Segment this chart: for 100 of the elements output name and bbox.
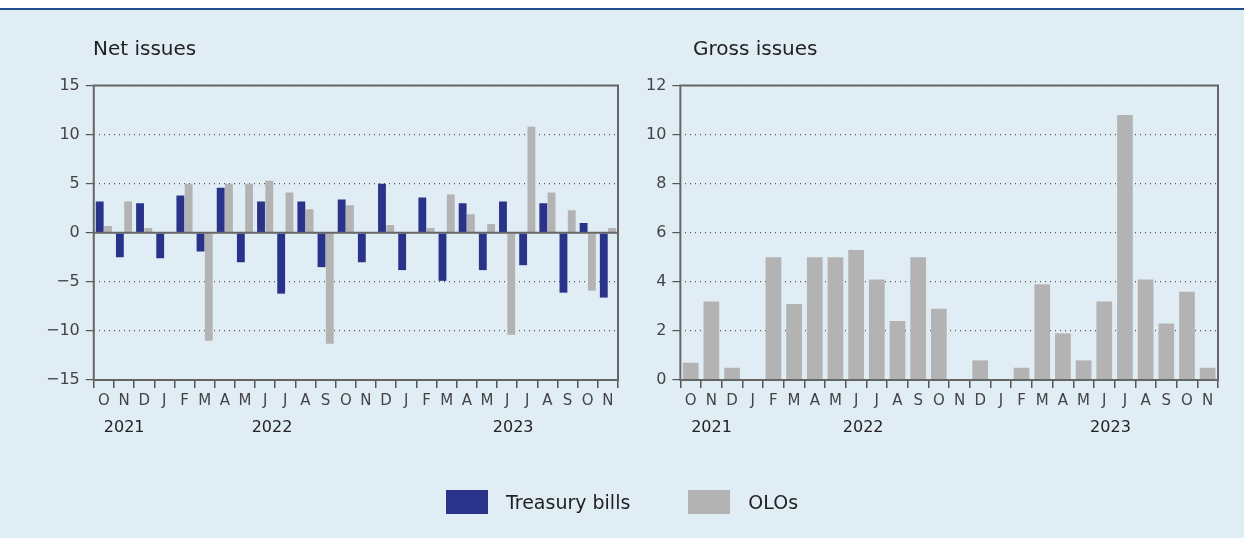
x-tick-label: S — [1161, 390, 1172, 409]
x-tick-label: J — [503, 390, 510, 409]
bar — [567, 210, 576, 233]
bar — [458, 203, 467, 233]
bar — [124, 201, 133, 233]
y-tick-label: 15 — [59, 74, 80, 94]
x-tick-label: O — [581, 390, 594, 409]
bar — [1096, 301, 1113, 380]
bar — [1034, 284, 1051, 380]
x-tick-label: D — [380, 390, 392, 409]
y-tick-label: 5 — [69, 172, 80, 192]
bar — [176, 195, 185, 233]
bar — [346, 205, 354, 233]
bar — [527, 126, 536, 233]
bar — [1055, 333, 1071, 380]
bar — [703, 301, 720, 380]
x-tick-label: M — [828, 390, 842, 409]
bar — [386, 224, 395, 233]
x-tick-label: J — [1121, 390, 1128, 409]
x-tick-label: S — [913, 390, 923, 409]
x-tick-label: A — [219, 390, 231, 409]
bar — [608, 227, 616, 233]
x-tick-label: A — [809, 390, 821, 409]
bar — [499, 201, 507, 233]
bar — [297, 201, 306, 233]
x-tick-label: N — [953, 390, 966, 409]
x-tick-label: O — [97, 390, 110, 409]
x-tick-label: M — [238, 390, 252, 409]
bar — [930, 308, 947, 380]
x-tick-label: J — [749, 390, 755, 409]
x-tick-label: J — [524, 390, 530, 409]
bar — [325, 233, 334, 344]
bar — [156, 233, 165, 259]
x-tick-label: O — [684, 390, 697, 409]
bar — [104, 225, 112, 233]
x-tick-label: S — [562, 390, 573, 409]
y-tick-label: 4 — [656, 271, 667, 291]
bar — [378, 183, 386, 233]
bar — [806, 257, 823, 380]
x-tick-label: A — [300, 390, 312, 409]
bar — [786, 303, 802, 380]
text: 2023 — [1090, 417, 1131, 437]
text: 2023 — [492, 417, 534, 437]
x-tick-label: M — [1077, 390, 1091, 409]
bar — [277, 233, 286, 294]
bar — [1199, 367, 1216, 380]
x-tick-label: O — [1181, 390, 1193, 409]
chart-title: Net issues — [93, 36, 197, 60]
bar — [1158, 323, 1175, 380]
bar — [305, 209, 314, 233]
chart-title: Gross issues — [693, 36, 818, 60]
x-tick-label: F — [422, 390, 431, 409]
bar — [144, 227, 153, 233]
y-tick-label: −10 — [46, 320, 80, 340]
bar — [265, 180, 274, 233]
legend-label: Treasury bills — [505, 491, 631, 513]
legend-label: OLOs — [748, 491, 799, 513]
y-tick-label: −15 — [46, 369, 80, 389]
bar — [539, 203, 548, 233]
bar — [357, 233, 366, 263]
x-tick-label: F — [1017, 390, 1026, 409]
x-tick-label: J — [997, 390, 1004, 409]
x-tick-label: M — [787, 390, 801, 409]
bar — [587, 233, 596, 291]
y-tick-label: 0 — [656, 369, 667, 389]
bar — [236, 233, 245, 263]
x-tick-label: J — [403, 390, 409, 409]
text: 2022 — [251, 417, 293, 437]
x-tick-label: J — [852, 390, 859, 409]
text: 2022 — [842, 417, 884, 437]
bar — [1013, 367, 1030, 380]
bar — [216, 187, 225, 233]
bar — [724, 367, 740, 380]
bar — [682, 362, 699, 380]
bar — [1075, 360, 1092, 380]
x-tick-label: N — [1202, 390, 1214, 409]
bar — [115, 233, 124, 258]
bar — [1179, 291, 1195, 380]
bar — [398, 233, 407, 271]
y-tick-label: 0 — [69, 221, 80, 241]
x-tick-label: O — [339, 390, 352, 409]
bar — [478, 233, 487, 271]
bar — [889, 321, 906, 380]
x-tick-label: D — [726, 390, 738, 409]
x-tick-label: A — [461, 390, 473, 409]
x-tick-label: D — [138, 390, 150, 409]
x-tick-label: J — [161, 390, 167, 409]
bar — [599, 233, 608, 298]
x-tick-label: M — [440, 390, 454, 409]
y-tick-label: 8 — [656, 172, 667, 192]
x-tick-label: J — [282, 390, 288, 409]
x-tick-label: A — [542, 390, 554, 409]
y-tick-label: 6 — [656, 221, 667, 241]
bar — [972, 360, 989, 380]
bar — [446, 194, 455, 233]
x-tick-label: D — [974, 390, 986, 409]
bar — [426, 227, 435, 233]
x-tick-label: A — [892, 390, 904, 409]
x-tick-label: N — [118, 390, 130, 409]
bar — [1137, 279, 1154, 380]
